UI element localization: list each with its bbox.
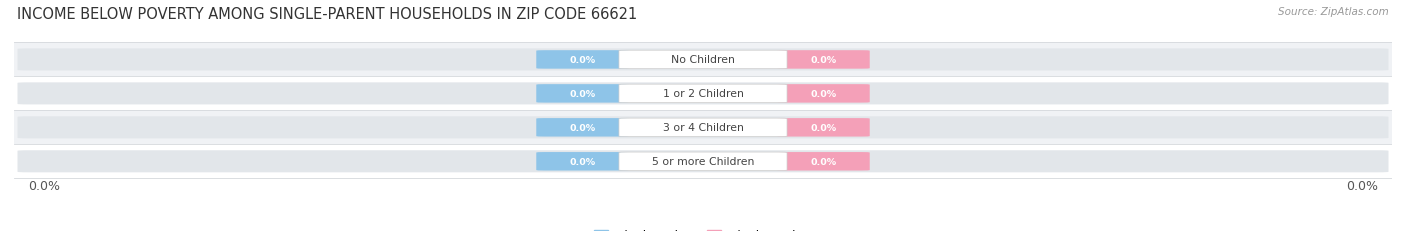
FancyBboxPatch shape	[778, 51, 870, 69]
FancyBboxPatch shape	[619, 119, 787, 137]
Text: 0.0%: 0.0%	[569, 157, 596, 166]
Text: INCOME BELOW POVERTY AMONG SINGLE-PARENT HOUSEHOLDS IN ZIP CODE 66621: INCOME BELOW POVERTY AMONG SINGLE-PARENT…	[17, 7, 637, 22]
FancyBboxPatch shape	[778, 119, 870, 137]
Text: 3 or 4 Children: 3 or 4 Children	[662, 123, 744, 133]
Text: 0.0%: 0.0%	[810, 157, 837, 166]
Text: Source: ZipAtlas.com: Source: ZipAtlas.com	[1278, 7, 1389, 17]
Text: 0.0%: 0.0%	[810, 56, 837, 65]
Text: 0.0%: 0.0%	[569, 89, 596, 98]
Text: No Children: No Children	[671, 55, 735, 65]
FancyBboxPatch shape	[778, 152, 870, 171]
FancyBboxPatch shape	[536, 51, 628, 69]
Bar	[14, 77, 1392, 111]
FancyBboxPatch shape	[619, 152, 787, 171]
Text: 0.0%: 0.0%	[569, 56, 596, 65]
Text: 5 or more Children: 5 or more Children	[652, 157, 754, 167]
Bar	[14, 43, 1392, 77]
Text: 1 or 2 Children: 1 or 2 Children	[662, 89, 744, 99]
FancyBboxPatch shape	[17, 83, 1389, 105]
FancyBboxPatch shape	[778, 85, 870, 103]
Text: 0.0%: 0.0%	[28, 179, 60, 192]
Legend: Single Father, Single Mother: Single Father, Single Mother	[589, 224, 817, 231]
Text: 0.0%: 0.0%	[1346, 179, 1378, 192]
FancyBboxPatch shape	[619, 51, 787, 69]
Text: 0.0%: 0.0%	[810, 123, 837, 132]
FancyBboxPatch shape	[17, 117, 1389, 139]
Bar	[14, 111, 1392, 145]
FancyBboxPatch shape	[17, 151, 1389, 173]
FancyBboxPatch shape	[536, 85, 628, 103]
FancyBboxPatch shape	[536, 119, 628, 137]
Bar	[14, 145, 1392, 179]
FancyBboxPatch shape	[536, 152, 628, 171]
FancyBboxPatch shape	[619, 85, 787, 103]
FancyBboxPatch shape	[17, 49, 1389, 71]
Text: 0.0%: 0.0%	[810, 89, 837, 98]
Text: 0.0%: 0.0%	[569, 123, 596, 132]
